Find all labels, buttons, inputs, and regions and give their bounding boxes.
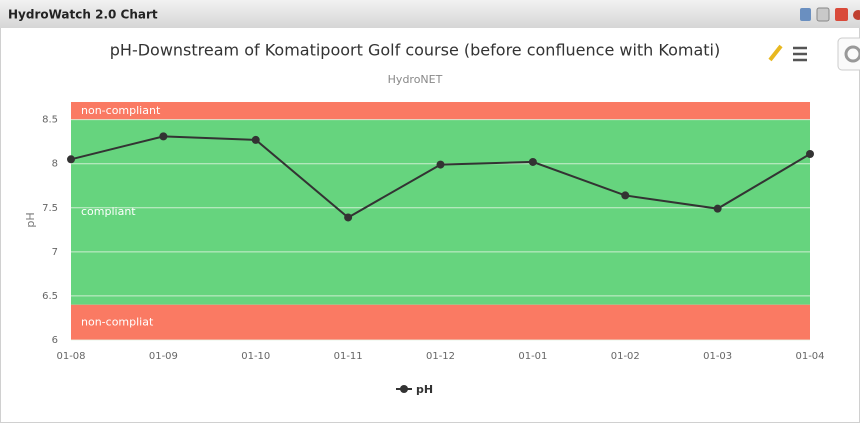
plot-band [71, 119, 810, 305]
legend-symbol [400, 385, 408, 393]
x-tick-label: 01-12 [426, 351, 455, 362]
chart-title: pH-Downstream of Komatipoort Golf course… [110, 41, 721, 60]
y-tick-label: 7 [52, 247, 58, 258]
x-tick-label: 01-11 [334, 351, 363, 362]
menu-button[interactable] [793, 46, 807, 62]
plot-band-label: non-compliat [81, 315, 154, 328]
x-tick-label: 01-10 [241, 351, 270, 362]
plot-band [71, 304, 810, 340]
pencil-icon [768, 44, 783, 62]
settings-button[interactable] [837, 37, 860, 71]
gear-icon [844, 45, 860, 63]
icon[interactable] [800, 8, 811, 21]
x-tick-label: 01-04 [795, 351, 824, 362]
window-title: HydroWatch 2.0 Chart [8, 8, 158, 22]
legend-label: pH [416, 383, 433, 396]
data-point [436, 160, 445, 169]
icon[interactable] [853, 10, 860, 20]
data-point [806, 150, 814, 159]
x-tick-label: 01-08 [56, 351, 85, 362]
pencil-button[interactable] [768, 44, 783, 62]
data-point [344, 213, 353, 222]
x-tick-label: 01-01 [518, 351, 547, 362]
chart-subtitle: HydroNET [388, 73, 443, 86]
x-tick-label: 01-03 [703, 351, 732, 362]
plot-band-label: non-compliant [81, 104, 161, 117]
y-axis-title: pH [24, 212, 37, 227]
plot-band-label: compliant [81, 205, 136, 218]
title-bar [0, 0, 860, 28]
data-point [159, 132, 168, 141]
y-tick-label: 8.5 [42, 115, 58, 126]
y-tick-label: 8 [52, 159, 58, 170]
y-tick-label: 6 [52, 335, 58, 346]
data-point [621, 191, 630, 200]
y-tick-label: 6.5 [42, 291, 58, 302]
icon[interactable] [816, 7, 830, 22]
data-point [67, 155, 75, 164]
x-tick-label: 01-09 [149, 351, 178, 362]
y-tick-label: 7.5 [42, 203, 58, 214]
x-tick-label: 01-02 [611, 351, 640, 362]
data-point [713, 204, 722, 213]
data-point [251, 135, 260, 144]
data-point [528, 157, 537, 166]
plot-band [71, 102, 810, 120]
icon[interactable] [835, 8, 848, 21]
